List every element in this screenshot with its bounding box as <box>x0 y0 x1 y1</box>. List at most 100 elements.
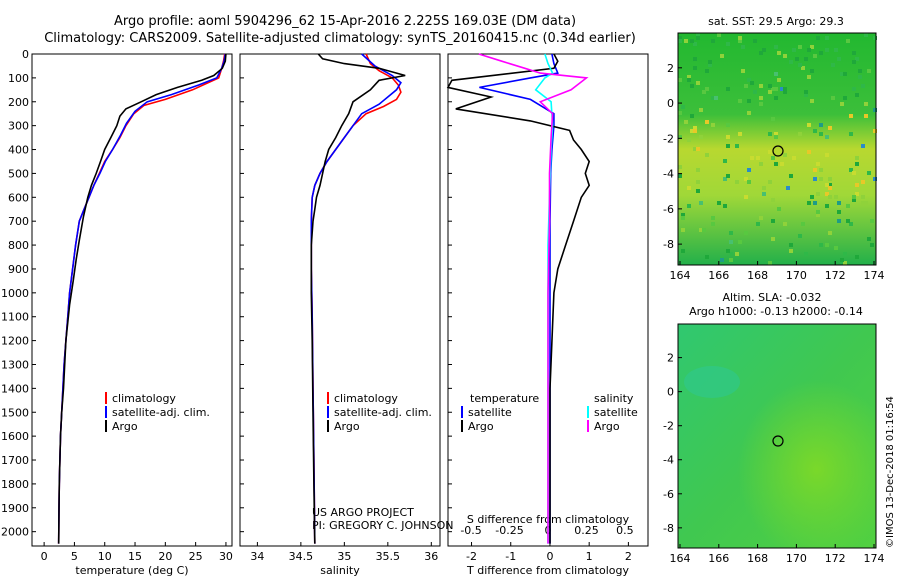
sst-pixel <box>855 183 859 187</box>
sst-pixel <box>783 90 787 94</box>
sst-pixel <box>810 45 814 49</box>
map-x-tick-label: 172 <box>825 269 846 282</box>
map-y-tick-label: -4 <box>663 168 674 181</box>
temperature-panel: temperature (deg C) climatology satellit… <box>31 53 233 577</box>
sst-pixel <box>744 177 748 181</box>
map-y-tick-label: -2 <box>663 132 674 145</box>
sst-pixel <box>693 129 697 133</box>
sst-pixel <box>753 39 757 43</box>
sst-pixel <box>723 204 727 208</box>
series-line-argo <box>310 53 406 544</box>
sst-pixel <box>840 102 844 106</box>
sst-pixel <box>738 240 742 244</box>
figure-title-line2: Climatology: CARS2009. Satellite-adjuste… <box>44 31 636 46</box>
sst-pixel <box>846 39 850 43</box>
sst-pixel <box>678 204 682 208</box>
sst-pixel <box>807 150 811 154</box>
sst-pixel <box>711 39 715 43</box>
sst-pixel <box>837 210 841 214</box>
temperature-legend: climatology satellite-adj. clim. Argo <box>105 392 210 433</box>
sst-pixel <box>816 210 820 214</box>
series-line-satellite-adj.-clim. <box>310 53 402 544</box>
sst-pixel <box>861 180 865 184</box>
sst-pixel <box>723 159 727 163</box>
sst-pixel <box>846 219 850 223</box>
sst-pixel <box>804 252 808 256</box>
x-tick-label: 35.5 <box>376 550 401 563</box>
sst-pixel <box>747 99 751 103</box>
sst-pixel <box>759 96 763 100</box>
sst-pixel <box>813 129 817 133</box>
sst-pixel <box>729 252 733 256</box>
sst-pixel <box>825 204 829 208</box>
sst-pixel <box>867 171 871 175</box>
map-x-tick-label: 170 <box>786 269 807 282</box>
difference-panel: T difference from climatology S differen… <box>446 53 649 577</box>
sst-pixel <box>678 165 682 169</box>
sst-pixel <box>852 51 856 55</box>
sst-pixel <box>693 126 697 130</box>
sst-pixel <box>693 42 697 46</box>
sst-pixel <box>771 198 775 202</box>
sst-pixel <box>789 249 793 253</box>
sst-pixel <box>804 93 808 97</box>
sst-pixel <box>747 78 751 82</box>
sla-low-patch <box>684 366 740 398</box>
x-tick-label: 36 <box>424 550 438 563</box>
sst-pixel <box>861 84 865 88</box>
sst-pixel <box>840 258 844 262</box>
sst-pixel <box>870 219 874 223</box>
depth-tick-label: 1800 <box>1 478 29 491</box>
sst-pixel <box>825 48 829 52</box>
sst-pixel <box>759 51 763 55</box>
sst-pixel <box>726 87 730 91</box>
sst-pixel <box>819 132 823 136</box>
sst-pixel <box>681 105 685 109</box>
sst-pixel <box>819 123 823 127</box>
sst-pixel <box>852 60 856 64</box>
sla-float-marker <box>772 435 784 447</box>
sst-pixel <box>735 144 739 148</box>
series-line-salinity-argo <box>478 53 589 544</box>
sst-pixel <box>741 45 745 49</box>
sla-map-subtitle: Argo h1000: -0.13 h2000: -0.14 <box>689 305 863 318</box>
sst-pixel <box>792 156 796 160</box>
sst-pixel <box>774 96 778 100</box>
legend-temperature-header: temperature <box>470 392 539 405</box>
legend-salinity-header: salinity <box>594 392 634 405</box>
sst-map: sat. SST: 29.5 Argo: 29.3 164 166 168 170 17… <box>663 15 884 282</box>
sst-pixel <box>813 168 817 172</box>
sst-pixel <box>855 162 859 166</box>
sst-pixel <box>813 177 817 181</box>
depth-tick-label: 1100 <box>1 311 29 324</box>
legend-t-argo: Argo <box>468 420 494 433</box>
x-tick-label: -1 <box>505 550 516 563</box>
sst-pixel <box>696 189 700 193</box>
sst-pixel <box>726 123 730 127</box>
sst-pixel <box>711 216 715 220</box>
sla-frame <box>677 323 877 549</box>
map-x-tick-label: 174 <box>864 552 885 565</box>
map-y-tick-label: 0 <box>667 386 674 399</box>
sst-pixel <box>762 186 766 190</box>
series-line-argo <box>57 53 227 544</box>
sst-pixel <box>870 243 874 247</box>
x-tick-label: 10 <box>98 550 112 563</box>
depth-tick-label: 1400 <box>1 382 29 395</box>
sst-pixel <box>726 42 730 46</box>
sst-pixel <box>729 231 733 235</box>
sst-pixel <box>726 144 730 148</box>
map-x-tick-label: 168 <box>747 269 768 282</box>
sst-pixel <box>864 201 868 205</box>
sst-pixel <box>684 120 688 124</box>
sst-pixel <box>771 237 775 241</box>
sst-pixel <box>777 51 781 55</box>
sst-pixel <box>873 129 877 133</box>
depth-axis: 0 100 200 300 400 500 600 700 800 900 1000 1100 1200… <box>1 48 452 539</box>
sst-pixel <box>708 60 712 64</box>
sla-map: Altim. SLA: -0.032 Argo h1000: -0.13 h20… <box>663 291 884 565</box>
sst-map-title: sat. SST: 29.5 Argo: 29.3 <box>708 15 844 28</box>
x2-tick-label: 0.5 <box>616 524 634 537</box>
sst-pixel <box>807 48 811 52</box>
sst-pixel <box>825 36 829 40</box>
